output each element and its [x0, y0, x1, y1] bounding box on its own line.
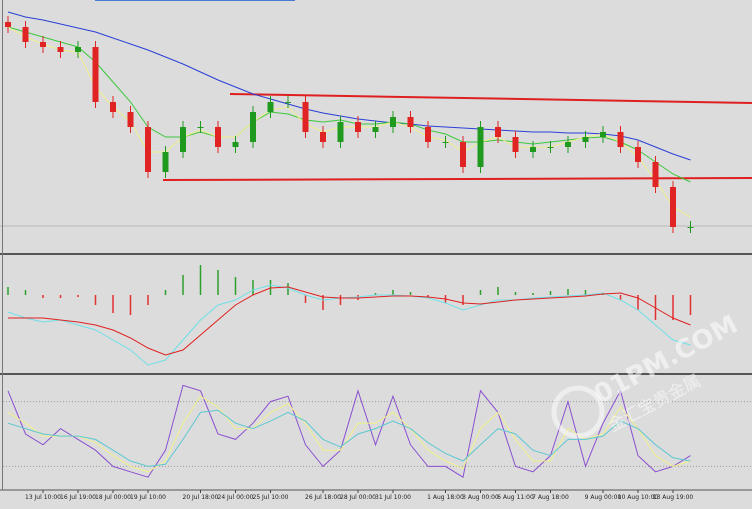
candle-body [547, 147, 554, 148]
candle-body [197, 127, 204, 128]
candle-body [687, 227, 694, 228]
candle-body [635, 147, 641, 162]
candle-body [110, 102, 116, 112]
moving-average [7, 11, 691, 161]
candle-body [40, 42, 46, 47]
candle-body [442, 142, 449, 143]
candle-body [285, 102, 291, 103]
candle-body [565, 142, 571, 147]
x-tick-label: 16 Jul 19:00 [60, 494, 96, 501]
candle-body [372, 127, 379, 132]
x-tick-label: 31 Jul 10:00 [375, 494, 411, 501]
candle-body [512, 137, 519, 152]
candle-body [75, 47, 81, 52]
trend-line [229, 93, 752, 104]
candle-body [250, 112, 256, 142]
x-tick-label: 13 Jul 10:00 [25, 494, 61, 501]
stochastic-line [7, 409, 691, 467]
moving-average [7, 26, 691, 218]
x-tick-label: 25 Jul 10:00 [253, 494, 289, 501]
x-tick-label: 24 Jul 00:00 [218, 494, 254, 501]
candle-body [477, 127, 484, 167]
x-tick-label: 13 Aug 19:00 [653, 494, 694, 501]
x-tick-label: 19 Jul 10:00 [130, 494, 166, 501]
candle-body [530, 147, 536, 152]
candle-body [127, 112, 134, 127]
candle-body [337, 122, 344, 142]
candle-body [390, 117, 396, 127]
x-tick-label: 26 Jul 18:00 [305, 494, 341, 501]
x-tick-label: 9 Aug 00:00 [585, 494, 622, 501]
candle-body [215, 127, 221, 147]
candle-body [57, 47, 64, 52]
candle-body [355, 122, 361, 132]
x-tick-label: 28 Jul 00:00 [340, 494, 376, 501]
x-tick-label: 10 Aug 10:00 [618, 494, 659, 501]
x-tick-label: 18 Jul 00:00 [95, 494, 131, 501]
candle-body [5, 22, 11, 27]
macd-line [8, 286, 691, 356]
candle-body [92, 47, 99, 102]
candle-body [582, 137, 589, 142]
candle-body [495, 127, 501, 137]
candle-body [180, 127, 186, 152]
watermark-logo [551, 385, 605, 439]
candle-body [302, 102, 309, 132]
candle-body [145, 127, 151, 172]
candle-body [22, 27, 29, 42]
candle-body [600, 132, 606, 137]
candle-body [425, 127, 431, 142]
candle-body [652, 162, 659, 187]
x-tick-label: 3 Aug 00:00 [462, 494, 499, 501]
x-tick-label: 1 Aug 18:00 [427, 494, 464, 501]
candle-body [162, 152, 169, 172]
candle-body [407, 117, 414, 127]
candle-body [267, 102, 274, 112]
candle-body [670, 187, 676, 227]
x-tick-label: 7 Aug 18:00 [532, 494, 569, 501]
candle-body [460, 142, 466, 167]
candle-body [617, 132, 624, 147]
x-tick-label: 6 Aug 11:00 [497, 494, 534, 501]
candle-body [232, 142, 239, 147]
x-tick-label: 20 Jul 18:00 [183, 494, 219, 501]
candle-body [320, 132, 326, 142]
